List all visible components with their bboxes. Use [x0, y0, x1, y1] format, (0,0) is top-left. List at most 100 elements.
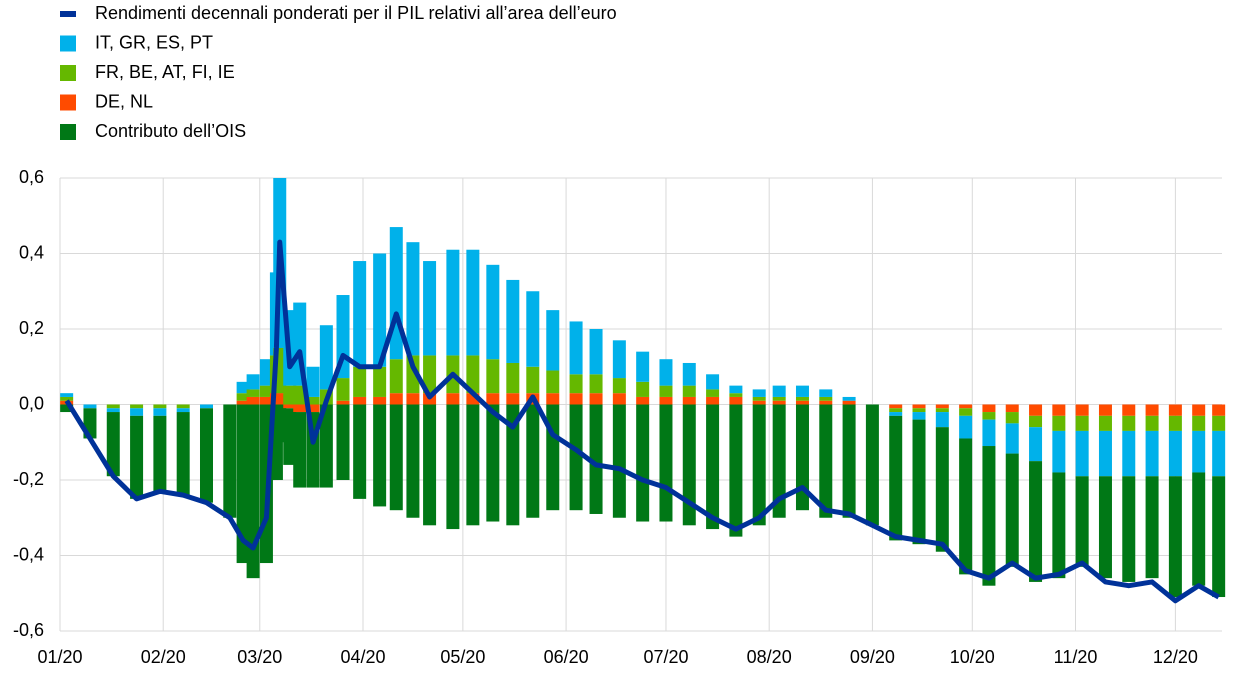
bar-segment: [636, 404, 650, 522]
bar-segment: [959, 404, 973, 409]
bar-segment: [106, 408, 120, 413]
bar-segment: [246, 374, 260, 390]
bar-segment: [819, 389, 833, 397]
bar-segment: [1029, 415, 1043, 428]
bar-segment: [1075, 476, 1089, 567]
bar-segment: [1098, 415, 1112, 431]
bar-segment: [795, 404, 809, 511]
bar-segment: [1145, 415, 1159, 431]
bar-segment: [466, 393, 480, 405]
bar-segment: [246, 404, 260, 579]
bar-segment: [526, 291, 540, 367]
bar-segment: [526, 366, 540, 394]
bar-segment: [819, 396, 833, 401]
x-tick-label: 06/20: [544, 647, 589, 667]
bar-segment: [912, 412, 926, 420]
bar-segment: [636, 381, 650, 397]
bar-segment: [659, 404, 673, 522]
bar-segment: [819, 404, 833, 518]
bar-segment: [935, 408, 949, 413]
bar-segment: [506, 393, 520, 405]
x-tick-label: 01/20: [37, 647, 82, 667]
bar-segment: [406, 242, 420, 356]
bar-segment: [1145, 476, 1159, 579]
x-tick-label: 02/20: [141, 647, 186, 667]
bar-segment: [306, 366, 320, 397]
bar-segment: [423, 261, 437, 356]
bar-segment: [1122, 404, 1136, 416]
bar-segment: [569, 374, 583, 394]
bar-segment: [130, 408, 144, 416]
bar-segment: [373, 404, 387, 507]
bar-segment: [199, 404, 213, 409]
bar-segment: [259, 359, 273, 386]
bar-segment: [466, 249, 480, 356]
bar-segment: [959, 408, 973, 416]
bar-segment: [706, 404, 720, 530]
bar-segment: [865, 404, 879, 526]
bar-segment: [1098, 476, 1112, 579]
legend-label: Rendimenti decennali ponderati per il PI…: [95, 3, 617, 23]
bar-segment: [1052, 415, 1066, 431]
bar-segment: [1029, 427, 1043, 462]
bar-segment: [373, 366, 387, 397]
bar-segment: [935, 412, 949, 428]
bar-segment: [546, 370, 560, 394]
bar-segment: [819, 400, 833, 405]
bar-segment: [446, 249, 460, 356]
bar-segment: [659, 385, 673, 397]
bar-segment: [1052, 404, 1066, 416]
bar-segment: [1005, 453, 1019, 567]
bar-segment: [486, 404, 500, 522]
bar-segment: [389, 404, 403, 511]
bar-segment: [506, 362, 520, 394]
bar-segment: [130, 404, 144, 409]
bar-segment: [406, 355, 420, 394]
bar-segment: [889, 415, 903, 541]
bar-segment: [659, 359, 673, 386]
bar-segment: [1075, 430, 1089, 477]
bar-segment: [506, 404, 520, 526]
legend-label: FR, BE, AT, FI, IE: [95, 62, 235, 82]
bar-segment: [772, 385, 786, 397]
bar-segment: [506, 279, 520, 363]
bar-segment: [336, 404, 350, 480]
bar-segment: [336, 400, 350, 405]
bar-segment: [273, 393, 287, 405]
bar-segment: [236, 393, 250, 401]
bar-segment: [389, 227, 403, 360]
x-tick-label: 05/20: [440, 647, 485, 667]
bar-segment: [1168, 430, 1182, 477]
bar-segment: [752, 396, 766, 401]
bar-segment: [223, 404, 237, 518]
bar-segment: [772, 396, 786, 401]
y-tick-label: -0,6: [13, 620, 44, 640]
bar-segment: [1168, 476, 1182, 598]
bar-segment: [706, 374, 720, 390]
bar-segment: [546, 310, 560, 371]
bar-segment: [60, 404, 74, 413]
legend-swatch: [60, 124, 76, 140]
bar-segment: [752, 404, 766, 526]
bar-segment: [199, 408, 213, 503]
bar-segment: [1212, 476, 1226, 598]
bar-segment: [682, 404, 696, 526]
bar-segment: [772, 404, 786, 518]
bar-segment: [889, 408, 903, 413]
bar-segment: [319, 404, 333, 488]
bar-segment: [373, 253, 387, 367]
bar-segment: [612, 393, 626, 405]
bar-segment: [389, 359, 403, 394]
bar-segment: [246, 396, 260, 405]
bar-segment: [486, 393, 500, 405]
bar-segment: [153, 404, 167, 409]
bar-segment: [319, 325, 333, 390]
bar-segment: [1168, 404, 1182, 416]
bar-segment: [1145, 404, 1159, 416]
bar-segment: [589, 374, 603, 394]
bar-segment: [729, 385, 743, 394]
bar-segment: [1212, 404, 1226, 416]
bar-segment: [636, 351, 650, 382]
bar-segment: [486, 359, 500, 394]
